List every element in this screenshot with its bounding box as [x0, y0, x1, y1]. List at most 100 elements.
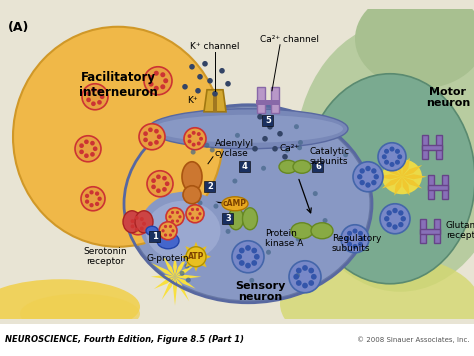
Ellipse shape	[291, 223, 313, 239]
Polygon shape	[402, 177, 422, 189]
Polygon shape	[394, 177, 402, 196]
FancyBboxPatch shape	[263, 115, 273, 126]
FancyBboxPatch shape	[204, 181, 216, 192]
Circle shape	[313, 191, 318, 196]
Text: Sensory
neuron: Sensory neuron	[235, 281, 285, 302]
Text: Adenylyl
cyclase: Adenylyl cyclase	[215, 139, 254, 158]
Ellipse shape	[13, 27, 223, 247]
Circle shape	[142, 222, 146, 226]
Polygon shape	[196, 254, 211, 260]
Circle shape	[86, 91, 91, 96]
Polygon shape	[402, 177, 410, 196]
Circle shape	[148, 127, 153, 132]
Circle shape	[160, 84, 165, 89]
Circle shape	[97, 89, 102, 94]
Circle shape	[178, 215, 182, 218]
Text: 2: 2	[207, 182, 213, 191]
Ellipse shape	[295, 22, 474, 292]
Bar	[436, 135, 442, 159]
Circle shape	[252, 146, 258, 152]
Circle shape	[195, 88, 201, 94]
Bar	[434, 219, 440, 243]
Circle shape	[360, 236, 365, 241]
Circle shape	[93, 146, 98, 151]
Circle shape	[191, 150, 196, 155]
Polygon shape	[185, 246, 196, 257]
Circle shape	[302, 265, 308, 271]
Text: Motor
neuron: Motor neuron	[426, 87, 470, 108]
Circle shape	[245, 245, 251, 251]
Circle shape	[198, 200, 202, 205]
Circle shape	[213, 204, 219, 209]
Polygon shape	[196, 246, 207, 257]
Bar	[257, 87, 265, 113]
Circle shape	[182, 84, 188, 90]
Polygon shape	[382, 177, 402, 189]
Circle shape	[169, 225, 172, 228]
Circle shape	[225, 81, 231, 87]
Circle shape	[166, 208, 184, 226]
Circle shape	[189, 212, 191, 215]
Ellipse shape	[279, 160, 297, 173]
Text: K⁺ channel: K⁺ channel	[190, 42, 240, 51]
Circle shape	[196, 216, 199, 220]
Ellipse shape	[123, 211, 141, 233]
Circle shape	[148, 82, 154, 87]
Circle shape	[140, 217, 144, 221]
Circle shape	[395, 160, 400, 165]
Circle shape	[199, 137, 203, 141]
Circle shape	[95, 202, 99, 206]
Circle shape	[386, 222, 392, 227]
Polygon shape	[151, 263, 175, 277]
Ellipse shape	[228, 208, 244, 230]
Ellipse shape	[148, 109, 348, 149]
Circle shape	[202, 61, 208, 67]
Circle shape	[130, 224, 135, 228]
Circle shape	[159, 222, 177, 240]
Ellipse shape	[311, 223, 333, 239]
Circle shape	[188, 140, 191, 143]
Circle shape	[261, 166, 266, 171]
Circle shape	[365, 166, 371, 171]
Circle shape	[390, 162, 394, 167]
Circle shape	[154, 129, 159, 134]
Circle shape	[97, 100, 102, 105]
Circle shape	[382, 154, 387, 159]
Circle shape	[401, 216, 406, 221]
Text: NEUROSCIENCE, Fourth Edition, Figure 8.5 (Part 1): NEUROSCIENCE, Fourth Edition, Figure 8.5…	[5, 335, 244, 345]
Ellipse shape	[135, 211, 153, 233]
Text: Glutamate
receptor: Glutamate receptor	[446, 221, 474, 240]
Circle shape	[147, 171, 173, 197]
Circle shape	[353, 162, 383, 192]
Ellipse shape	[0, 279, 140, 334]
Text: Regulatory
subunits: Regulatory subunits	[332, 234, 382, 253]
Circle shape	[323, 218, 328, 223]
Circle shape	[245, 263, 251, 268]
Circle shape	[358, 242, 363, 247]
Text: © 2008 Sinauer Associates, Inc.: © 2008 Sinauer Associates, Inc.	[356, 337, 469, 343]
Circle shape	[156, 188, 161, 193]
Polygon shape	[175, 277, 189, 301]
Circle shape	[371, 180, 376, 185]
Circle shape	[191, 216, 194, 220]
Circle shape	[296, 268, 301, 273]
Circle shape	[100, 94, 104, 99]
FancyBboxPatch shape	[149, 231, 161, 242]
Circle shape	[154, 86, 159, 91]
Bar	[420, 229, 440, 234]
Polygon shape	[382, 165, 402, 177]
Circle shape	[140, 226, 144, 230]
Circle shape	[357, 174, 363, 179]
Circle shape	[353, 244, 357, 249]
Polygon shape	[204, 90, 226, 112]
Circle shape	[232, 241, 264, 273]
Circle shape	[197, 142, 201, 146]
Circle shape	[144, 67, 172, 95]
Circle shape	[311, 274, 317, 280]
Text: K⁺: K⁺	[187, 96, 198, 105]
Circle shape	[397, 154, 402, 159]
Bar	[420, 219, 426, 243]
Circle shape	[151, 178, 156, 183]
Ellipse shape	[146, 226, 158, 235]
Text: ATP: ATP	[188, 252, 204, 261]
